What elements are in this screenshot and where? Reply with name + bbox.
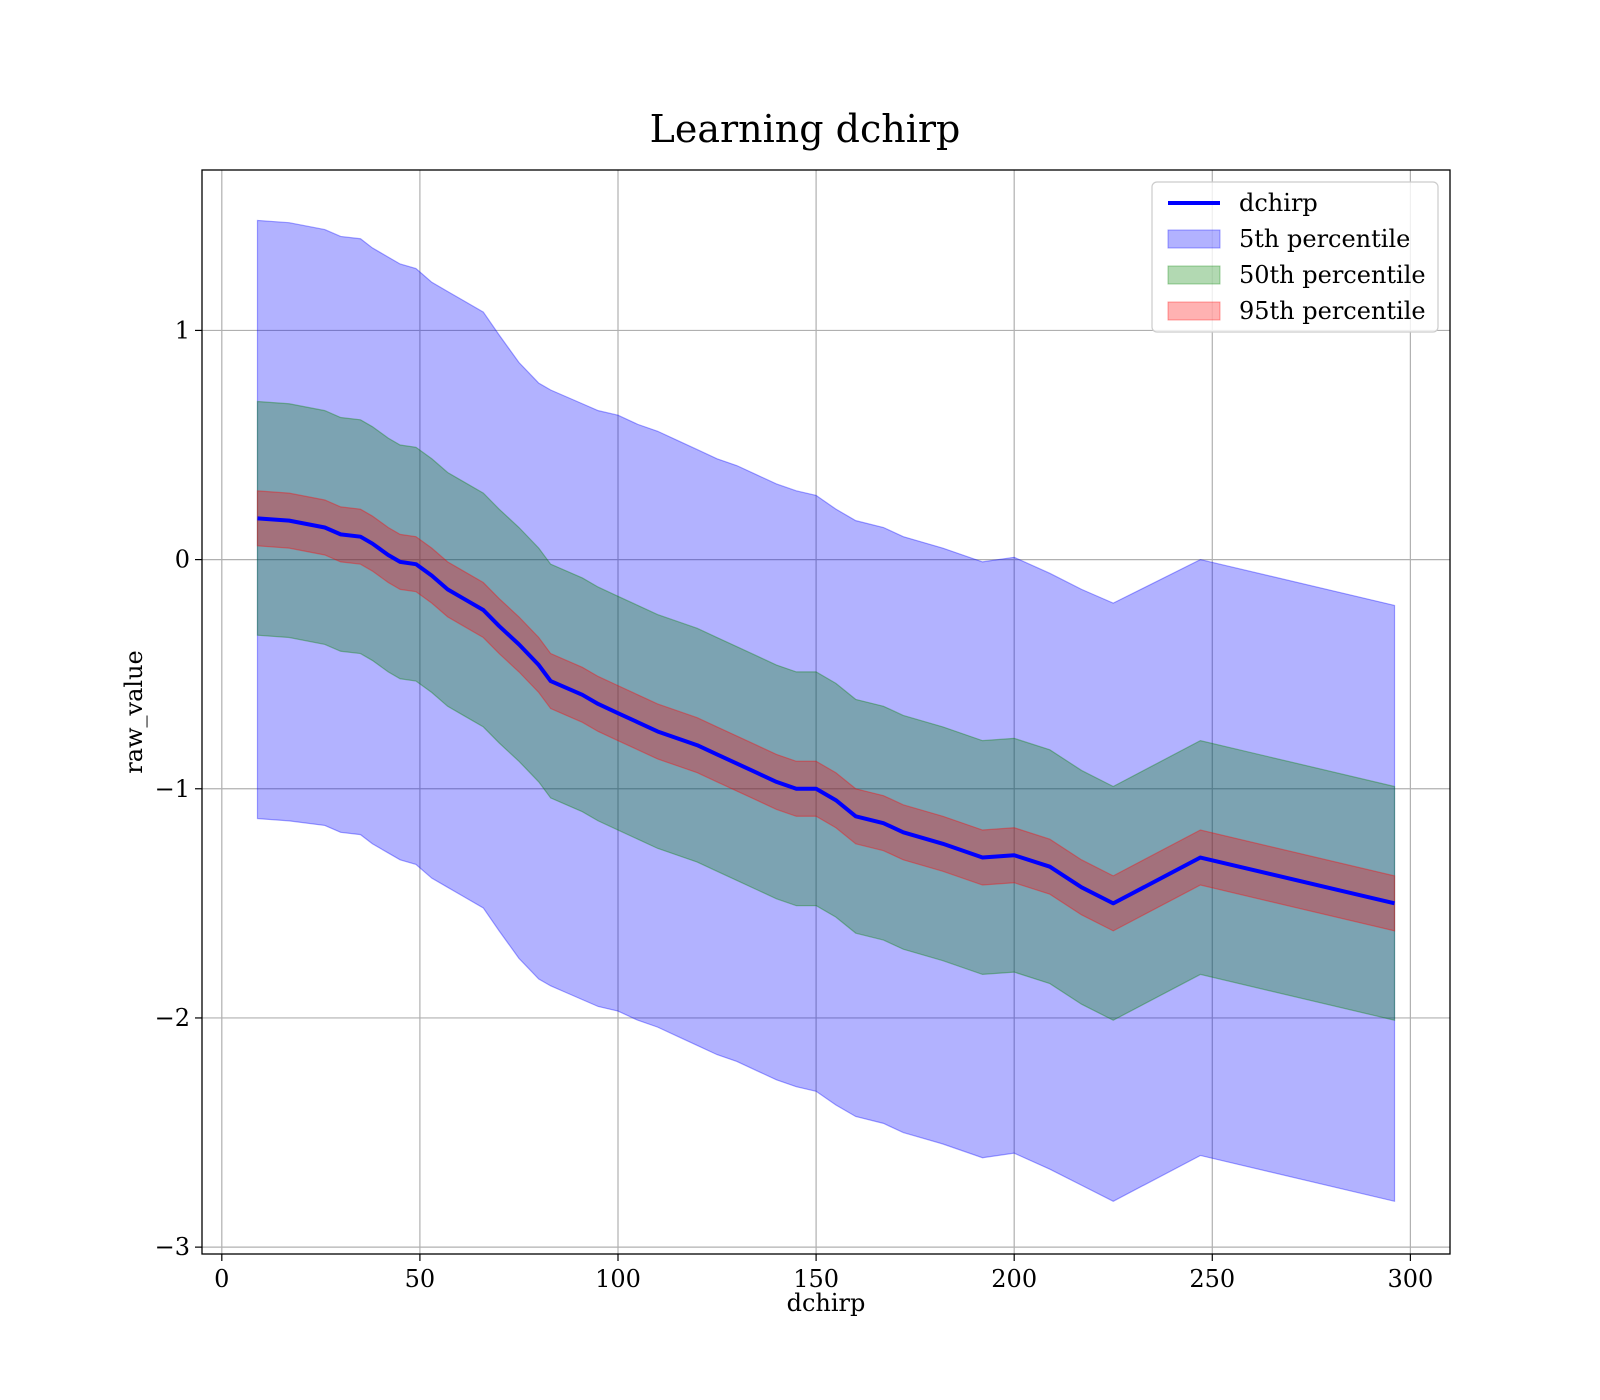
band-layer <box>256 219 1396 1203</box>
line-layer <box>257 516 1395 906</box>
legend-label-50th-percentile: 50th percentile <box>1239 261 1426 289</box>
y-axis-label: raw_value <box>120 650 148 774</box>
x-tick-label: 300 <box>1387 1265 1433 1293</box>
series-line-dchirp <box>257 516 1395 906</box>
legend-swatch-95th-percentile <box>1167 301 1221 321</box>
band-5th-percentile <box>256 219 1396 1203</box>
y-tick-label: −2 <box>155 1004 190 1032</box>
chart-title: Learning dchirp <box>650 107 961 151</box>
x-tick-label: 0 <box>214 1265 229 1293</box>
y-tick-label: 1 <box>175 316 190 344</box>
x-tick-label: 250 <box>1189 1265 1235 1293</box>
plot-frame <box>201 169 1451 1255</box>
legend-label-dchirp: dchirp <box>1239 189 1318 217</box>
band-95th-percentile <box>256 490 1396 932</box>
legend-label-95th-percentile: 95th percentile <box>1239 297 1426 325</box>
legend-swatch-50th-percentile <box>1167 265 1221 285</box>
y-tick-label: 0 <box>175 546 190 574</box>
band-50th-percentile <box>256 400 1396 1021</box>
grid-layer <box>202 170 1450 1254</box>
x-tick-label: 150 <box>793 1265 839 1293</box>
legend-label-5th-percentile: 5th percentile <box>1239 225 1410 253</box>
legend: dchirp 5th percentile 50th percentile 95th … <box>1151 181 1439 333</box>
x-tick-label: 50 <box>405 1265 436 1293</box>
x-tick-label: 100 <box>595 1265 641 1293</box>
legend-box <box>1151 181 1439 333</box>
y-tick-label: −1 <box>155 775 190 803</box>
x-axis-label: dchirp <box>787 1289 866 1317</box>
tick-layer: 0 50 100 150 200 250 300 1 0 −1 −2 −3 <box>155 316 1434 1293</box>
y-tick-label: −3 <box>155 1233 190 1261</box>
legend-swatch-5th-percentile <box>1167 229 1221 249</box>
x-tick-label: 200 <box>991 1265 1037 1293</box>
